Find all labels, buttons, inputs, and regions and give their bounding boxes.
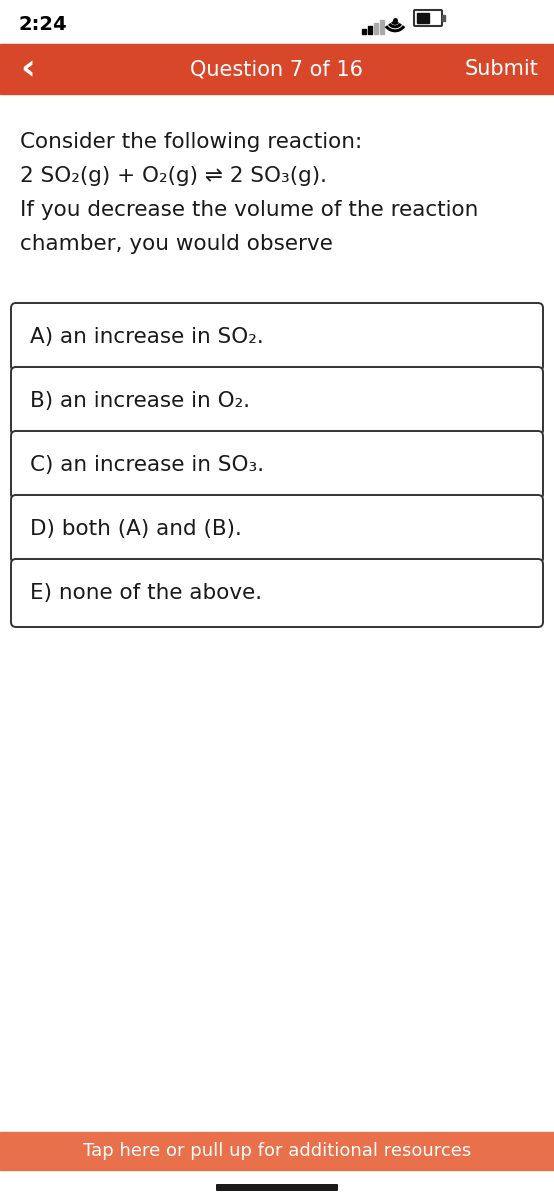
FancyBboxPatch shape (11, 559, 543, 626)
FancyBboxPatch shape (11, 367, 543, 434)
Bar (362, 29, 366, 35)
Text: Consider the following reaction:: Consider the following reaction: (20, 132, 362, 152)
Text: E) none of the above.: E) none of the above. (30, 583, 262, 602)
Text: If you decrease the volume of the reaction: If you decrease the volume of the reacti… (20, 200, 478, 220)
Bar (368, 26, 372, 35)
Text: B) an increase in O₂.: B) an increase in O₂. (30, 391, 250, 410)
FancyBboxPatch shape (414, 10, 442, 26)
Text: ‹: ‹ (20, 52, 35, 86)
Text: Question 7 of 16: Question 7 of 16 (191, 59, 363, 79)
Bar (0, 44, 554, 94)
Text: Tap here or pull up for additional resources: Tap here or pull up for additional resou… (83, 1142, 471, 1160)
Bar (380, 20, 384, 35)
FancyBboxPatch shape (216, 1184, 338, 1190)
Text: Submit: Submit (464, 59, 538, 79)
FancyBboxPatch shape (11, 431, 543, 499)
Text: chamber, you would observe: chamber, you would observe (20, 234, 333, 254)
Text: D) both (A) and (B).: D) both (A) and (B). (30, 518, 242, 539)
Text: 2 SO₂(g) + O₂(g) ⇌ 2 SO₃(g).: 2 SO₂(g) + O₂(g) ⇌ 2 SO₃(g). (20, 166, 327, 186)
Text: C) an increase in SO₃.: C) an increase in SO₃. (30, 455, 264, 475)
Bar (0, 0, 554, 44)
Text: 2:24: 2:24 (18, 14, 66, 34)
FancyBboxPatch shape (11, 302, 543, 371)
Bar (442, 16, 444, 20)
Text: A) an increase in SO₂.: A) an increase in SO₂. (30, 326, 264, 347)
Bar (417, 13, 429, 23)
Bar (0, 1132, 554, 1170)
FancyBboxPatch shape (11, 494, 543, 563)
Bar (374, 23, 378, 35)
